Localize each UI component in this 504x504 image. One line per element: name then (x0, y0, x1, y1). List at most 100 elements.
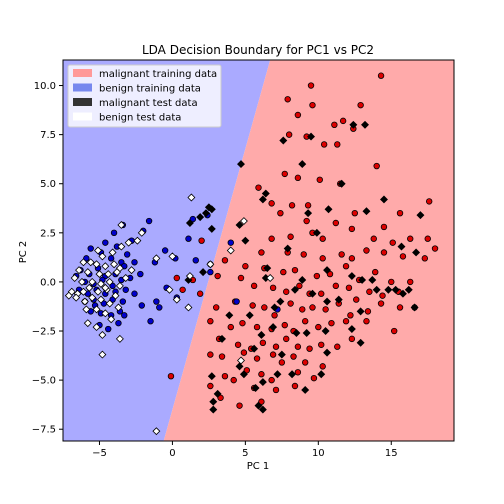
malignant-train-point (307, 82, 315, 89)
malignant-test-point (196, 213, 205, 222)
benign-train-point (189, 215, 197, 223)
x-tick-label: 15 (385, 448, 398, 459)
malignant-train-point (212, 304, 220, 311)
malignant-test-point (412, 248, 421, 257)
y-tick-label: 2.5 (40, 228, 56, 239)
malignant-train-point (396, 304, 404, 311)
malignant-train-point (309, 304, 316, 311)
legend-label: malignant training data (99, 69, 217, 80)
malignant-train-point (363, 318, 370, 325)
benign-test-point (80, 297, 89, 306)
benign-train-point (122, 286, 129, 293)
benign-test-point (206, 260, 215, 269)
malignant-train-point (291, 266, 299, 274)
malignant-train-point (407, 278, 414, 286)
benign-test-point (111, 291, 120, 300)
malignant-train-point (348, 225, 356, 233)
malignant-train-point (366, 288, 373, 295)
benign-train-point (109, 282, 116, 290)
malignant-test-point (321, 327, 330, 335)
malignant-train-point (294, 174, 302, 182)
malignant-test-point (323, 266, 332, 275)
y-axis-label: PC 2 (18, 241, 29, 264)
benign-test-point (94, 246, 102, 255)
malignant-test-point (317, 370, 326, 379)
malignant-train-point (287, 233, 294, 240)
legend-label: benign test data (99, 113, 181, 124)
malignant-train-point (334, 141, 341, 148)
malignant-test-point (254, 401, 263, 410)
benign-test-point (96, 279, 105, 288)
malignant-train-point (253, 323, 261, 331)
benign-train-point (115, 319, 122, 327)
benign-test-point (110, 260, 119, 269)
benign-test-point (98, 252, 107, 261)
malignant-train-point (431, 245, 439, 252)
benign-test-point (185, 272, 194, 280)
benign-test-point (107, 315, 116, 324)
malignant-train-point (196, 290, 204, 297)
legend-label: benign training data (99, 84, 201, 95)
malignant-test-point (323, 348, 332, 357)
malignant-train-point (243, 367, 251, 374)
malignant-train-point (179, 286, 186, 293)
malignant-test-point (237, 160, 245, 169)
malignant-train-point (258, 398, 265, 405)
malignant-train-point (373, 162, 380, 170)
malignant-train-point (342, 318, 350, 325)
malignant-test-point (258, 378, 267, 387)
benign-test-point (83, 268, 92, 277)
malignant-test-point (416, 211, 425, 220)
malignant-train-point (268, 235, 275, 242)
malignant-test-point (283, 244, 292, 253)
malignant-test-point (277, 350, 286, 359)
malignant-train-point (319, 363, 326, 370)
malignant-train-point (363, 247, 370, 254)
malignant-test-point (404, 285, 413, 294)
malignant-test-point (235, 362, 244, 371)
malignant-train-point (173, 274, 180, 282)
benign-train-point (156, 304, 163, 311)
malignant-train-point (299, 306, 306, 313)
malignant-train-point (242, 263, 249, 270)
malignant-test-point (298, 275, 307, 284)
chart-title: LDA Decision Boundary for PC1 vs PC2 (142, 43, 374, 57)
malignant-train-point (287, 300, 294, 307)
malignant-train-point (301, 359, 309, 366)
malignant-test-point (270, 303, 279, 312)
malignant-test-point (362, 207, 371, 216)
malignant-train-point (372, 268, 379, 276)
benign-train-point (161, 247, 169, 254)
malignant-test-point (258, 405, 267, 414)
malignant-train-point (348, 335, 356, 343)
benign-test-point (114, 303, 123, 312)
malignant-train-point (272, 386, 280, 394)
benign-test-point (127, 266, 136, 275)
malignant-test-point (250, 344, 259, 353)
benign-test-point (226, 246, 235, 255)
benign-train-point (110, 229, 118, 237)
benign-test-point (108, 248, 117, 257)
malignant-train-point (240, 349, 248, 356)
malignant-train-point (269, 351, 277, 358)
benign-train-point (131, 290, 138, 297)
malignant-train-point (217, 394, 224, 401)
malignant-train-point (284, 96, 291, 103)
malignant-train-point (214, 272, 221, 280)
malignant-train-point (259, 339, 267, 347)
malignant-train-point (258, 371, 265, 378)
malignant-train-point (271, 312, 278, 319)
malignant-train-point (167, 372, 175, 380)
malignant-train-point (301, 318, 309, 325)
malignant-train-point (377, 300, 385, 307)
malignant-train-point (320, 141, 328, 148)
malignant-test-point (273, 370, 282, 379)
malignant-test-point (261, 189, 270, 198)
benign-train-point (87, 245, 94, 252)
benign-test-point (95, 270, 104, 279)
malignant-test-point (269, 323, 278, 332)
malignant-train-point (207, 318, 214, 325)
malignant-test-point (358, 275, 367, 284)
x-tick-label: −5 (92, 448, 107, 459)
malignant-test-point (368, 275, 377, 284)
